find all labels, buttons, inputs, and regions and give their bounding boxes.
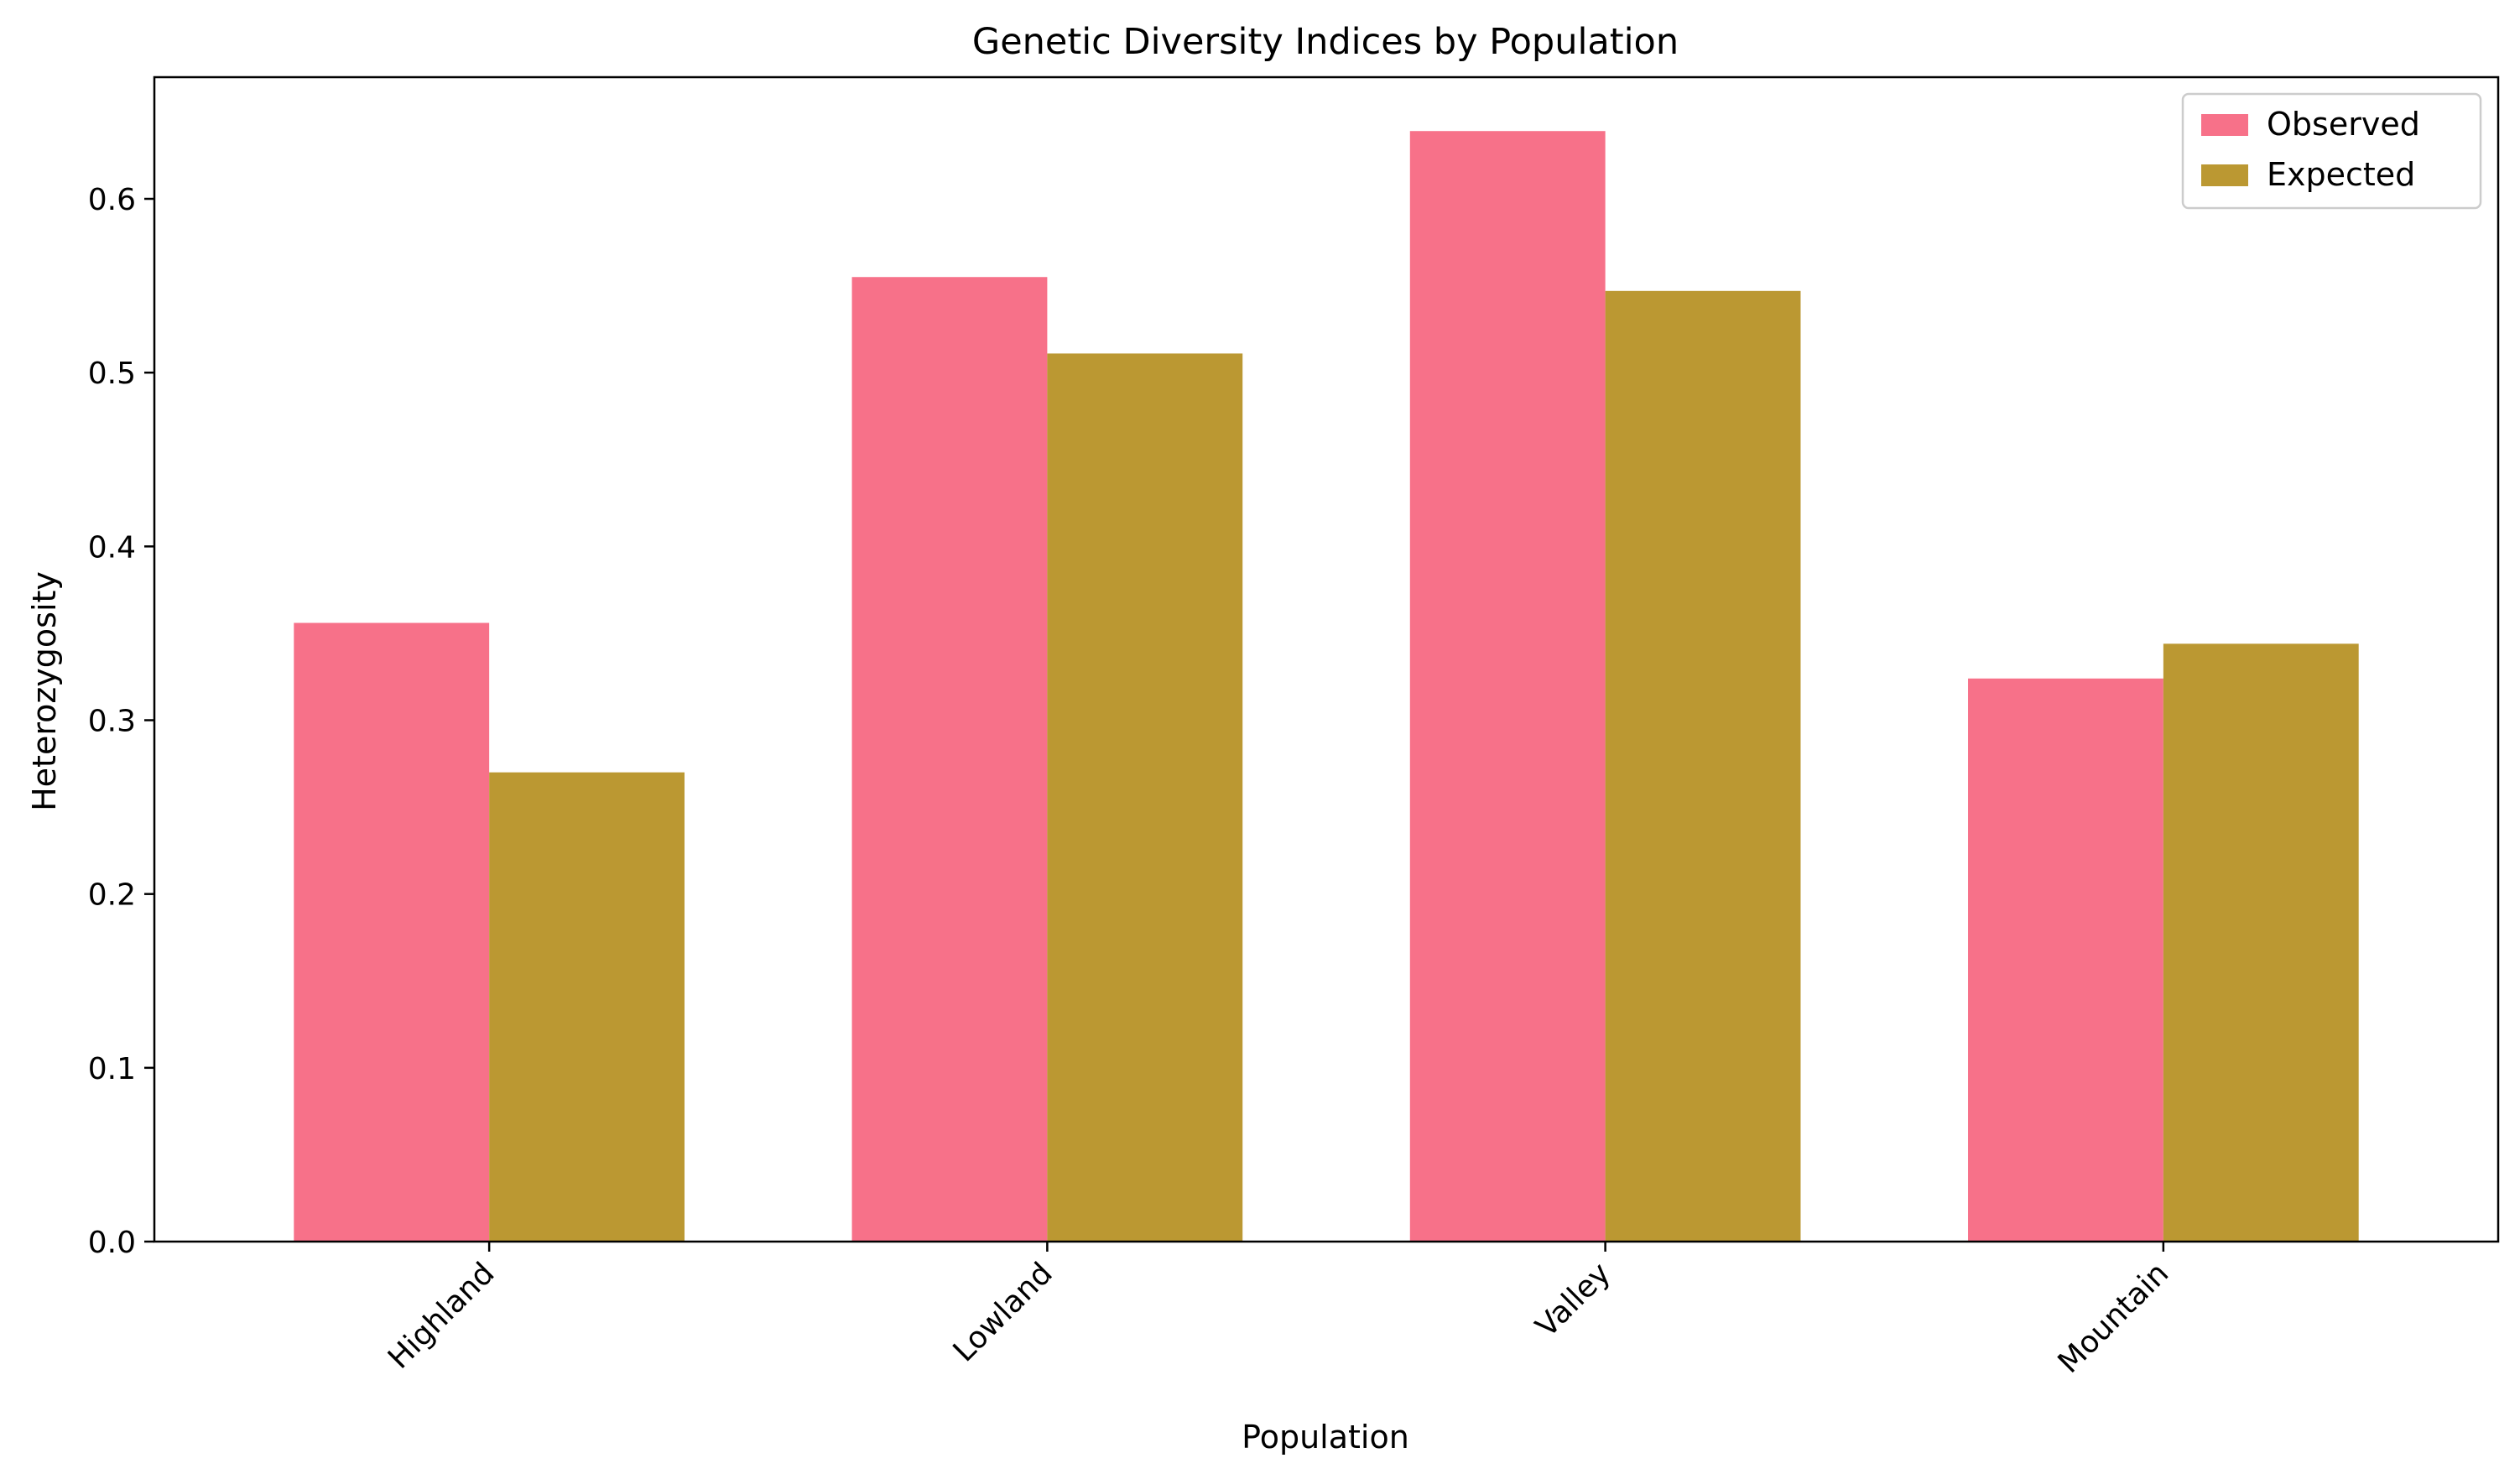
bar-observed-lowland [851, 277, 1048, 1242]
x-tick-label: Valley [1529, 1256, 1617, 1344]
bar-observed-valley [1409, 131, 1606, 1242]
y-tick-label: 0.1 [88, 1052, 136, 1086]
y-tick-label: 0.0 [88, 1226, 136, 1260]
bar-observed-mountain [1968, 678, 2163, 1242]
legend-box [2181, 92, 2482, 210]
x-axis-label: Population [1242, 1419, 1409, 1456]
y-tick-label: 0.4 [88, 530, 136, 565]
legend: Observed Expected [2181, 92, 2482, 210]
bars-group [294, 131, 2359, 1242]
y-tick-label: 0.6 [88, 183, 136, 217]
bar-observed-highland [294, 622, 490, 1242]
bar-expected-mountain [2163, 643, 2359, 1242]
y-axis-label: Heterozygosity [26, 571, 63, 811]
plot-frame [153, 76, 2500, 1243]
x-tick-label: Lowland [947, 1256, 1060, 1368]
y-tick-label: 0.2 [88, 878, 136, 913]
x-tick-label: Mountain [2052, 1256, 2176, 1380]
y-tick-label: 0.3 [88, 705, 136, 739]
y-tick-label: 0.5 [88, 357, 136, 391]
legend-label-observed: Observed [2267, 106, 2420, 143]
legend-swatch-expected [2201, 164, 2248, 186]
chart-title: Genetic Diversity Indices by Population [972, 21, 1679, 63]
bar-expected-lowland [1047, 353, 1243, 1242]
x-tick-label: Highland [382, 1256, 501, 1375]
legend-swatch-observed [2201, 114, 2248, 136]
bar-expected-valley [1605, 290, 1801, 1242]
legend-label-expected: Expected [2267, 156, 2415, 193]
bar-expected-highland [489, 772, 685, 1242]
